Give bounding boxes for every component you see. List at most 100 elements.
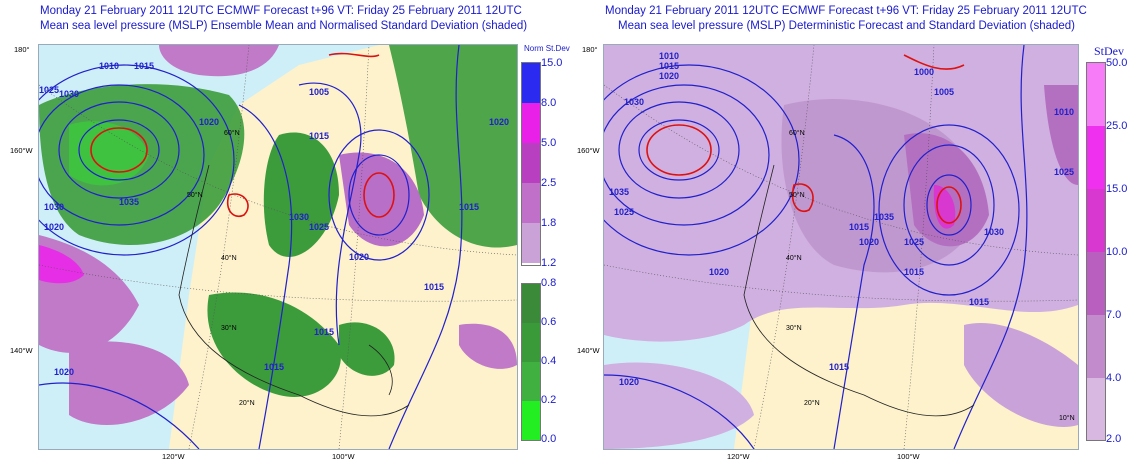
right-colorbar-label: 10.0 <box>1106 246 1128 258</box>
right-colorbar-label: 4.0 <box>1106 372 1122 384</box>
isobar-label: 1030 <box>44 202 64 212</box>
isobar-label: 1015 <box>969 297 989 307</box>
purple-shade <box>339 152 424 247</box>
right-title-line1: Monday 21 February 2011 12UTC ECMWF Fore… <box>605 5 1087 17</box>
right-lat-label: 160°W <box>577 146 600 155</box>
colorbar-segment <box>522 263 540 265</box>
left-colorbar-label: 1.8 <box>541 217 557 229</box>
isobar-label: 1025 <box>1054 167 1074 177</box>
isobar-label: 1025 <box>904 237 924 247</box>
isobar-label: 1025 <box>614 207 634 217</box>
colorbar-segment <box>522 103 540 143</box>
grid-labels: 50°N 40°N 30°N 20°N 60°N 10°N <box>786 129 1075 422</box>
isobar-label: 1015 <box>424 282 444 292</box>
isobar-label: 1025 <box>39 85 59 95</box>
green-shade <box>339 322 395 376</box>
isobar-label: 1020 <box>709 267 729 277</box>
graticule <box>604 45 1078 449</box>
isobar-label: 1015 <box>849 222 869 232</box>
left-map: 1010 1015 1025 1030 1020 1005 1015 1020 … <box>38 44 518 450</box>
grid-label: 40°N <box>221 254 237 262</box>
isobar-label: 1015 <box>314 327 334 337</box>
isobar-label: 1020 <box>54 367 74 377</box>
colorbar-segment <box>1087 189 1105 252</box>
grid-label: 50°N <box>789 191 805 199</box>
left-colorbar-label: 0.6 <box>541 316 557 328</box>
isobar-label: 1010 <box>1054 107 1074 117</box>
isobar-label: 1015 <box>904 267 924 277</box>
colorbar-segment <box>1087 252 1105 315</box>
left-colorbar-label: 0.8 <box>541 277 557 289</box>
purple-shade <box>904 133 989 247</box>
left-title-line1: Monday 21 February 2011 12UTC ECMWF Fore… <box>40 5 522 17</box>
grid-label: 30°N <box>221 324 237 332</box>
colorbar-segment <box>522 284 540 323</box>
colorbar-segment <box>522 63 540 103</box>
purple-shade <box>1044 85 1078 185</box>
isobar-label: 1020 <box>619 377 639 387</box>
isobar-label: 1000 <box>914 67 934 77</box>
right-title-line2: Mean sea level pressure (MSLP) Determini… <box>618 20 1076 32</box>
grid-label: 20°N <box>239 399 255 407</box>
grid-label: 40°N <box>786 254 802 262</box>
right-lat-label: 180° <box>582 45 598 54</box>
left-map-graphic: 1010 1015 1025 1030 1020 1005 1015 1020 … <box>39 45 517 449</box>
left-title-line2: Mean sea level pressure (MSLP) Ensemble … <box>40 20 528 32</box>
left-lat-label: 160°W <box>10 146 33 155</box>
green-shade <box>207 292 341 397</box>
isobar-label: 1020 <box>489 117 509 127</box>
colorbar-segment <box>522 223 540 263</box>
grid-label: 20°N <box>804 399 820 407</box>
isobar-label: 1035 <box>874 212 894 222</box>
left-lon-label: 100°W <box>332 452 355 461</box>
colorbar-segment <box>522 183 540 223</box>
purple-shade <box>459 323 517 369</box>
left-colorbar-label: 0.4 <box>541 355 557 367</box>
grid-label: 60°N <box>224 129 240 137</box>
isobar-label: 1015 <box>134 61 154 71</box>
purple-shade <box>39 245 84 284</box>
isobar-label: 1020 <box>199 117 219 127</box>
isobar-label: 1005 <box>934 87 954 97</box>
isobar-label: 1025 <box>309 222 329 232</box>
right-map-graphic: 1010 1015 1020 1000 1005 1030 1035 1025 … <box>604 45 1078 449</box>
left-lat-label: 180° <box>14 45 30 54</box>
isobar-label: 1020 <box>349 252 369 262</box>
colorbar-segment <box>522 143 540 183</box>
isobar-label: 1015 <box>659 61 679 71</box>
left-lon-label: 120°W <box>162 452 185 461</box>
std-contours <box>90 52 395 218</box>
isobars <box>604 45 1028 449</box>
right-lat-label: 140°W <box>577 346 600 355</box>
right-colorbar-label: 7.0 <box>1106 309 1122 321</box>
left-colorbar-label: 1.2 <box>541 257 557 269</box>
isobar-label: 1020 <box>44 222 64 232</box>
left-colorbar-upper <box>521 62 541 266</box>
isobar-label: 1030 <box>984 227 1004 237</box>
isobar-labels: 1010 1015 1020 1000 1005 1030 1035 1025 … <box>609 51 1074 387</box>
left-colorbar-label: 8.0 <box>541 97 557 109</box>
colorbar-segment <box>522 401 540 440</box>
isobar-label: 1015 <box>264 362 284 372</box>
left-colorbar-label: 15.0 <box>541 57 563 69</box>
isobars <box>39 45 463 449</box>
isobar-label: 1010 <box>659 51 679 61</box>
isobar-label: 1030 <box>289 212 309 222</box>
isobar-label: 1010 <box>99 61 119 71</box>
isobar-label: 1030 <box>624 97 644 107</box>
coastlines <box>743 164 975 417</box>
left-lat-label: 140°W <box>10 346 33 355</box>
isobar-label: 1030 <box>59 89 79 99</box>
colorbar-segment <box>1087 63 1105 126</box>
colorbar-segment <box>522 323 540 362</box>
right-colorbar-label: 25.0 <box>1106 120 1128 132</box>
purple-shade <box>964 323 1078 427</box>
right-colorbar-label: 15.0 <box>1106 183 1128 195</box>
grid-label: 50°N <box>187 191 203 199</box>
colorbar-segment <box>1087 378 1105 440</box>
right-lon-label: 100°W <box>897 452 920 461</box>
right-colorbar-title: StDev <box>1094 44 1124 58</box>
left-colorbar-label: 2.5 <box>541 177 557 189</box>
isobar-label: 1035 <box>119 197 139 207</box>
isobar-label: 1020 <box>859 237 879 247</box>
